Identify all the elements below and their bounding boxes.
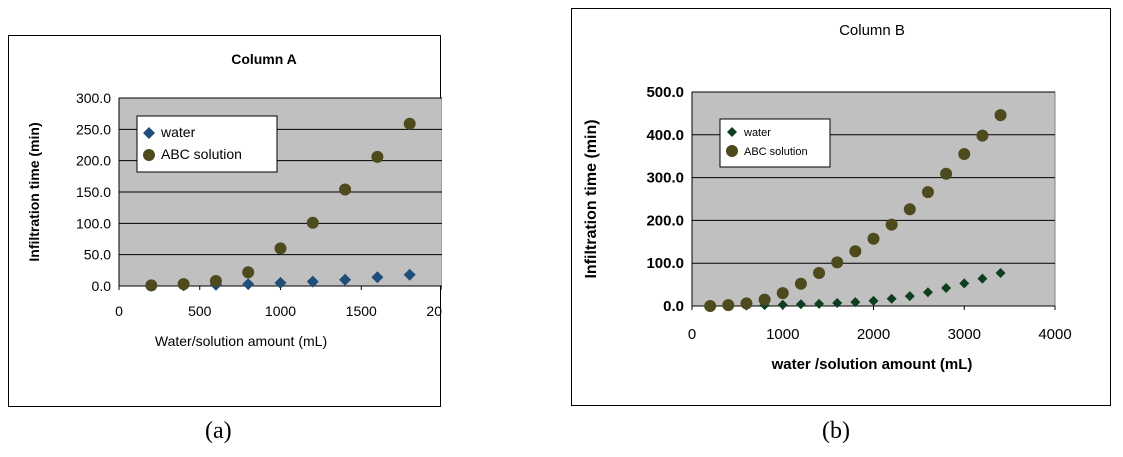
chart-b-point-circle (740, 297, 753, 310)
chart-b-point-diamond (777, 299, 788, 310)
chart-a-x-tick-label: 1000 (265, 303, 296, 319)
chart-a-point-diamond (242, 278, 255, 291)
chart-a-point-circle (177, 278, 190, 291)
chart-b-point-diamond (959, 278, 970, 289)
chart-a-y-tick-label: 200.0 (76, 153, 111, 169)
chart-b-svg: 0.0 100.0 200.0 300.0 400.0 500.0 0 1000 2000 300… (583, 22, 1072, 373)
chart-a-y-tick-label: 300.0 (76, 90, 111, 106)
chart-b-point-circle (994, 109, 1007, 122)
chart-b-point-diamond (904, 291, 915, 302)
chart-b-point-circle (958, 148, 971, 161)
chart-a-point-circle (306, 216, 319, 229)
chart-a-y-tick-label: 0.0 (92, 278, 112, 294)
chart-b-point-diamond (941, 283, 952, 294)
chart-b-point-circle (722, 299, 735, 312)
chart-b-point-circle (831, 256, 844, 269)
chart-b-point-diamond (868, 295, 879, 306)
chart-b-point-circle (794, 277, 807, 290)
chart-b-x-tick-label: 0 (688, 326, 696, 343)
chart-a-title: Column A (231, 51, 297, 67)
chart-b-point-diamond (995, 268, 1006, 279)
chart-b-x-axis-label: water /solution amount (mL) (771, 356, 973, 373)
chart-a-x-tick-label: 1500 (346, 303, 377, 319)
chart-a-legend-label: ABC solution (161, 146, 242, 162)
chart-a-point-diamond (403, 268, 416, 281)
chart-b-x-tick-label: 4000 (1038, 326, 1071, 343)
chart-a-legend-marker-diamond (143, 127, 155, 139)
chart-b-point-circle (704, 300, 717, 312)
chart-a-x-tick-label: 500 (188, 303, 212, 319)
chart-b-point-circle (921, 186, 934, 199)
chart-a-point-diamond (274, 276, 287, 289)
chart-a-point-circle (274, 242, 287, 255)
chart-a-point-circle (339, 183, 352, 196)
chart-b-point-circle (758, 293, 771, 306)
chart-a-point-diamond (371, 271, 384, 284)
chart-a-point-diamond (306, 275, 319, 288)
chart-a-legend-marker-circle (143, 149, 155, 161)
chart-a-y-tick-label: 250.0 (76, 121, 111, 137)
chart-b-point-circle (776, 287, 789, 300)
chart-b-point-diamond (814, 298, 825, 309)
chart-column-b: 0.0 100.0 200.0 300.0 400.0 500.0 0 1000 2000 300… (571, 8, 1111, 406)
chart-a-point-circle (209, 274, 222, 287)
caption-b: (b) (822, 418, 850, 444)
chart-b-x-tick-label: 3000 (948, 326, 981, 343)
chart-b-point-diamond (977, 273, 988, 284)
caption-a: (a) (205, 418, 232, 444)
chart-b-y-axis-label: Infiltration time (min) (583, 119, 600, 278)
chart-b-legend-label: water (743, 127, 771, 139)
chart-b-point-circle (885, 218, 898, 231)
chart-b-point-circle (976, 129, 989, 142)
chart-b-point-circle (903, 203, 916, 216)
chart-b-point-diamond (886, 293, 897, 304)
chart-column-a: 0.0 50.0 100.0 150.0 200.0 250.0 300.0 0 500 1000… (8, 35, 442, 407)
chart-a-point-diamond (339, 273, 352, 286)
chart-a-point-circle (145, 279, 158, 292)
chart-a-legend-box (136, 115, 278, 173)
chart-b-legend-marker-diamond (727, 127, 737, 137)
chart-a-svg: 0.0 50.0 100.0 150.0 200.0 250.0 300.0 0 500 1000… (26, 51, 442, 349)
chart-b-legend-box (719, 118, 831, 168)
chart-b-point-diamond (850, 297, 861, 308)
chart-a-y-tick-label: 50.0 (84, 247, 111, 263)
chart-a-x-tick-label: 0 (115, 303, 123, 319)
chart-b-y-tick-label: 500.0 (646, 84, 684, 101)
chart-b-y-tick-label: 0.0 (663, 298, 684, 315)
chart-b-legend-marker-circle (726, 145, 738, 157)
chart-a-y-tick-label: 100.0 (76, 215, 111, 231)
chart-b-y-tick-label: 200.0 (646, 212, 684, 229)
chart-a-point-circle (403, 117, 416, 130)
chart-b-point-circle (867, 232, 880, 245)
chart-b-point-diamond (795, 299, 806, 310)
chart-a-x-tick-label: 2000 (426, 303, 442, 319)
chart-a-point-circle (371, 150, 384, 163)
chart-a-y-axis-label: Infiltration time (min) (26, 122, 42, 261)
chart-b-y-tick-label: 300.0 (646, 170, 684, 187)
chart-b-point-circle (813, 267, 826, 280)
chart-a-y-tick-label: 150.0 (76, 184, 111, 200)
chart-b-point-circle (940, 167, 953, 180)
chart-b-y-tick-label: 400.0 (646, 127, 684, 144)
chart-b-point-circle (849, 245, 862, 258)
chart-b-legend-label: ABC solution (744, 146, 808, 158)
chart-a-legend-label: water (160, 124, 196, 140)
chart-b-point-diamond (922, 287, 933, 298)
chart-b-x-tick-label: 1000 (766, 326, 799, 343)
chart-a-point-circle (242, 266, 255, 279)
chart-b-y-tick-label: 100.0 (646, 255, 684, 272)
chart-a-x-axis-label: Water/solution amount (mL) (155, 333, 327, 349)
chart-b-point-diamond (832, 298, 843, 309)
chart-b-x-tick-label: 2000 (857, 326, 890, 343)
chart-b-title: Column B (839, 22, 905, 39)
